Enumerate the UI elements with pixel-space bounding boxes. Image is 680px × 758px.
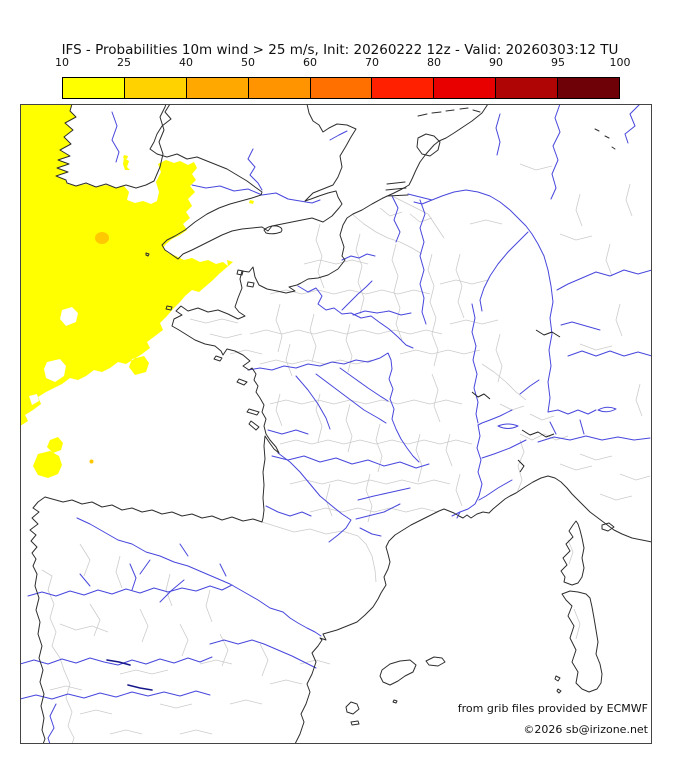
colorbar-cell-10 bbox=[63, 78, 124, 98]
coast-sardinia bbox=[561, 590, 603, 693]
coast-ibiza bbox=[345, 701, 360, 715]
colorbar-tick-100: 100 bbox=[609, 56, 631, 69]
coast-elba bbox=[601, 522, 615, 532]
coast-menorca bbox=[425, 656, 446, 667]
colorbar-tick-10: 10 bbox=[55, 56, 69, 69]
coast-ijsselmeer bbox=[416, 133, 441, 157]
colorbar-cell-25 bbox=[123, 78, 186, 98]
colorbar-tick-70: 70 bbox=[365, 56, 379, 69]
coast-mediterranean bbox=[294, 475, 653, 745]
coast-formentera bbox=[350, 720, 360, 726]
map-frame bbox=[20, 104, 652, 744]
attribution-source: from grib files provided by ECMWF bbox=[457, 702, 648, 715]
map-svg bbox=[19, 103, 653, 745]
colorbar-tick-90: 90 bbox=[489, 56, 503, 69]
rivers-dark-segments bbox=[106, 659, 153, 691]
coast-isle-of-wight bbox=[263, 225, 283, 235]
wind-probability-gt25-area bbox=[89, 232, 109, 464]
map-area bbox=[19, 103, 653, 745]
coast-scilly bbox=[145, 252, 150, 257]
colorbar-cell-40 bbox=[185, 78, 248, 98]
mountain-border-marks bbox=[471, 329, 561, 473]
colorbar-cell-70 bbox=[371, 78, 434, 98]
coast-zeeland-delta bbox=[385, 181, 409, 197]
coast-corsica bbox=[560, 520, 585, 586]
colorbar-cell-90 bbox=[495, 78, 558, 98]
coast-wadden-islands bbox=[417, 107, 481, 117]
coast-mallorca bbox=[379, 659, 417, 686]
colorbar-tick-25: 25 bbox=[117, 56, 131, 69]
coast-channel-islands bbox=[236, 269, 255, 288]
rivers bbox=[19, 103, 653, 745]
attribution-copyright: ©2026 sb@irizone.net bbox=[523, 723, 648, 736]
probability-colorbar bbox=[62, 77, 620, 99]
colorbar-tick-40: 40 bbox=[179, 56, 193, 69]
colorbar-tick-80: 80 bbox=[427, 56, 441, 69]
colorbar-tick-50: 50 bbox=[241, 56, 255, 69]
colorbar-cell-60 bbox=[309, 78, 372, 98]
colorbar-cell-50 bbox=[247, 78, 310, 98]
coast-britain bbox=[149, 103, 357, 260]
coastlines bbox=[29, 103, 653, 745]
colorbar-cell-95 bbox=[557, 78, 620, 98]
colorbar-tick-95: 95 bbox=[551, 56, 565, 69]
page-title: IFS - Probabilities 10m wind > 25 m/s, I… bbox=[61, 42, 619, 58]
wind-probability-gt10-area bbox=[20, 104, 254, 478]
colorbar-cell-80 bbox=[433, 78, 496, 98]
admin-borders bbox=[41, 163, 651, 745]
coast-continent bbox=[29, 103, 489, 745]
colorbar-tick-60: 60 bbox=[303, 56, 317, 69]
